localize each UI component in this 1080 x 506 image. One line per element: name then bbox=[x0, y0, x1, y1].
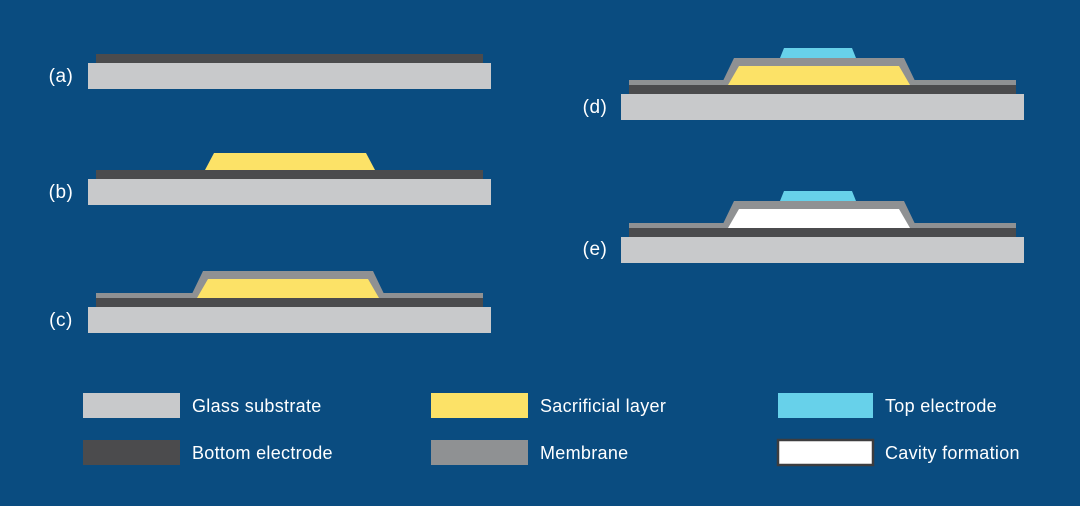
sacrificial-layer-swatch bbox=[431, 393, 528, 418]
glass-substrate-layer bbox=[88, 63, 491, 89]
glass-substrate-swatch bbox=[83, 393, 180, 418]
legend-item-top-electrode: Top electrode bbox=[778, 393, 997, 418]
legend-item-glass-substrate: Glass substrate bbox=[83, 393, 322, 418]
step-b: (b) bbox=[49, 153, 491, 205]
legend-label-bottom-electrode: Bottom electrode bbox=[192, 443, 333, 463]
bottom-electrode-layer bbox=[96, 170, 483, 179]
legend-label-top-electrode: Top electrode bbox=[885, 396, 997, 416]
legend-item-cavity-formation: Cavity formation bbox=[776, 438, 1020, 467]
bottom-electrode-layer bbox=[96, 298, 483, 307]
glass-substrate-layer bbox=[621, 237, 1024, 263]
legend-item-bottom-electrode: Bottom electrode bbox=[83, 440, 333, 465]
sacrificial-layer bbox=[728, 66, 910, 85]
sacrificial-layer bbox=[197, 279, 379, 298]
top-electrode-layer bbox=[780, 48, 856, 58]
bottom-electrode-layer bbox=[96, 54, 483, 63]
legend-label-sacrificial-layer: Sacrificial layer bbox=[540, 396, 666, 416]
top-electrode-layer bbox=[780, 191, 856, 201]
glass-substrate-layer bbox=[88, 179, 491, 205]
step-a-label: (a) bbox=[49, 66, 74, 87]
top-electrode-swatch bbox=[778, 393, 873, 418]
legend-item-sacrificial-layer: Sacrificial layer bbox=[431, 393, 666, 418]
legend-label-cavity-formation: Cavity formation bbox=[885, 443, 1020, 463]
bottom-electrode-layer bbox=[629, 228, 1016, 237]
bottom-electrode-swatch bbox=[83, 440, 180, 465]
step-e-label: (e) bbox=[583, 239, 608, 260]
step-e: (e) bbox=[583, 191, 1024, 263]
step-b-label: (b) bbox=[49, 182, 74, 203]
step-c: (c) bbox=[49, 271, 491, 333]
glass-substrate-layer bbox=[88, 307, 491, 333]
step-a: (a) bbox=[49, 54, 491, 89]
step-c-label: (c) bbox=[49, 310, 73, 331]
legend-label-membrane: Membrane bbox=[540, 443, 628, 463]
cavity-region bbox=[728, 209, 910, 228]
cavity-formation-swatch bbox=[776, 438, 875, 467]
bottom-electrode-layer bbox=[629, 85, 1016, 94]
legend-label-glass-substrate: Glass substrate bbox=[192, 396, 322, 416]
sacrificial-layer bbox=[205, 153, 375, 170]
membrane-swatch bbox=[431, 440, 528, 465]
glass-substrate-layer bbox=[621, 94, 1024, 120]
step-d-label: (d) bbox=[583, 97, 608, 118]
legend: Glass substrate Bottom electrode Sacrifi… bbox=[83, 393, 1020, 467]
step-d: (d) bbox=[583, 48, 1024, 120]
legend-item-membrane: Membrane bbox=[431, 440, 628, 465]
